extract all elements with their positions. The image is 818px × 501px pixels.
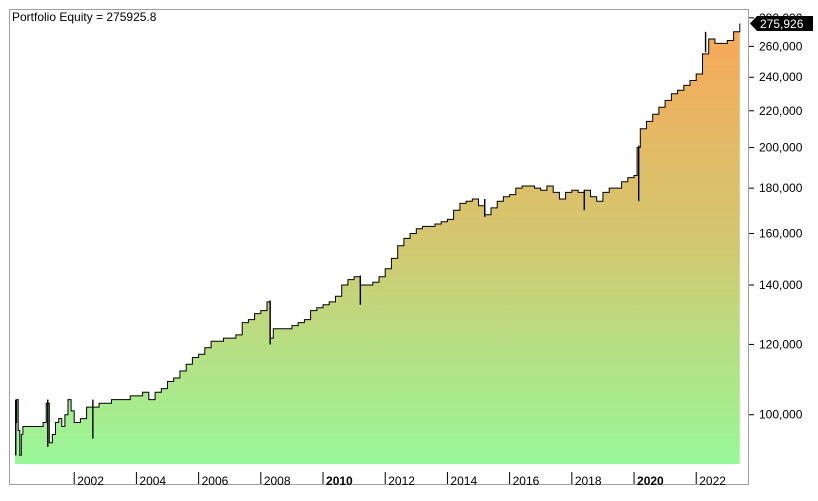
x-axis: 2002 2004 2006 2008 2010 2012 2014 2016 2018 2020… — [73, 472, 726, 488]
y-tick-label: 220,000 — [759, 104, 803, 118]
x-tick-label: 2014 — [450, 474, 477, 488]
last-value-marker: 275,926 — [750, 15, 813, 31]
x-tick-label: 2008 — [264, 474, 291, 488]
y-tick-label: 160,000 — [759, 227, 803, 241]
x-tick-label: 2020 — [637, 474, 664, 488]
x-tick-label: 2016 — [513, 474, 540, 488]
x-tick-label: 2018 — [575, 474, 602, 488]
last-value-label: 275,926 — [760, 17, 804, 31]
x-tick-label: 2012 — [388, 474, 415, 488]
y-tick-label: 260,000 — [759, 39, 803, 53]
y-tick-label: 180,000 — [759, 181, 803, 195]
y-tick-label: 140,000 — [759, 278, 803, 292]
y-tick-label: 200,000 — [759, 141, 803, 155]
x-tick-label: 2006 — [202, 474, 229, 488]
x-tick-label: 2002 — [77, 474, 104, 488]
drawdown-spikes — [15, 31, 707, 456]
y-tick-label: 100,000 — [759, 408, 803, 422]
x-tick-label: 2004 — [139, 474, 166, 488]
x-tick-label: 2010 — [326, 474, 353, 488]
y-tick-label: 240,000 — [759, 70, 803, 84]
equity-area — [15, 23, 740, 464]
y-axis: 100,000 120,000 140,000 160,000 180,000 200,0… — [749, 11, 803, 422]
x-tick-label: 2022 — [699, 474, 726, 488]
chart-title: Portfolio Equity = 275925.8 — [12, 10, 157, 24]
y-tick-label: 120,000 — [759, 337, 803, 351]
last-value-badge — [750, 15, 813, 31]
plot-area-border — [9, 9, 749, 485]
